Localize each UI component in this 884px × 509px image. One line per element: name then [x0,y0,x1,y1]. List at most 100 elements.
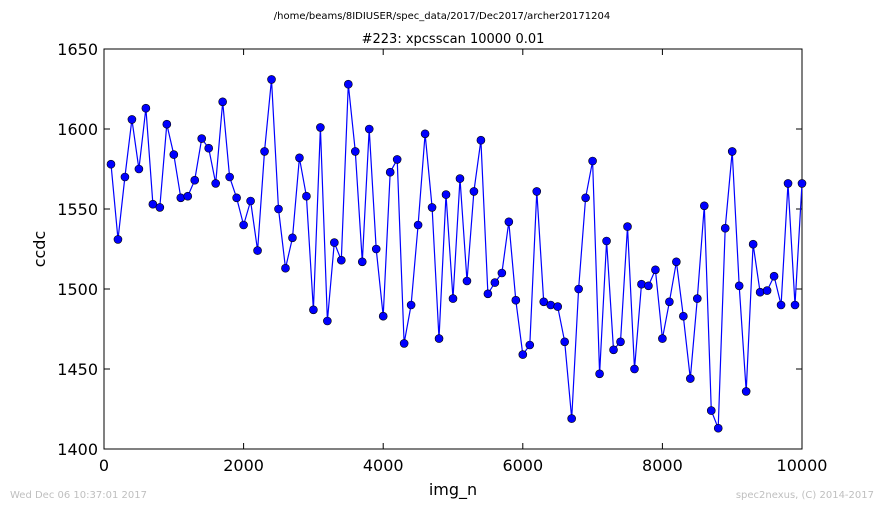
y-tick-label: 1500 [57,280,98,299]
data-point [113,235,123,244]
data-point [644,281,653,291]
chart-title: #223: xpcsscan 10000 0.01 [362,32,545,47]
data-point [197,134,207,143]
data-point [274,204,283,214]
data-point [218,97,227,107]
series-markers [106,75,807,433]
data-point [204,143,213,153]
x-tick-label: 8000 [642,456,683,475]
data-point [288,233,297,243]
data-point [637,279,646,289]
y-tick-label: 1650 [57,40,98,59]
data-point [692,294,702,303]
data-point [420,129,430,139]
x-tick-label: 4000 [363,456,404,475]
data-point [679,311,688,321]
data-point [790,300,800,310]
data-point [455,174,465,183]
data-point [385,167,395,177]
data-point [350,147,360,156]
data-point [658,334,667,343]
data-point [323,316,332,326]
y-tick-label: 1600 [57,120,98,139]
data-point [748,239,758,249]
y-axis-ticks: 1400 1450 1500 1550 1600 1650 [57,40,802,459]
data-point [378,311,388,321]
data-point [253,246,262,255]
data-point [364,124,374,134]
data-point [281,263,290,273]
data-point [546,300,556,310]
y-tick-label: 1550 [57,200,98,219]
data-point [434,334,444,343]
data-point [490,278,500,287]
x-axis-ticks: 0 2000 4000 6000 8000 10000 [99,49,828,475]
data-point [511,295,521,305]
data-point [343,79,353,89]
data-point [762,286,772,295]
plot-frame [103,48,803,450]
data-point [560,337,569,347]
data-point [267,75,276,84]
data-point [706,406,716,415]
data-point [316,123,325,132]
data-point [797,179,807,188]
data-point [581,193,590,203]
data-point [497,268,507,278]
data-point [399,339,409,348]
data-point [392,155,402,164]
data-point [190,175,200,185]
x-tick-label: 2000 [223,456,264,475]
data-point [734,281,744,291]
data-point [504,217,514,227]
data-point [672,257,681,267]
data-point [127,115,137,124]
chart-suptitle: /home/beams/8IDIUSER/spec_data/2017/Dec2… [274,11,610,22]
data-point [239,220,248,230]
data-point [574,284,583,294]
x-tick-label: 0 [99,456,109,475]
data-point [623,222,632,231]
data-point [176,193,186,203]
data-point [525,340,535,350]
data-point [141,103,151,113]
data-point [427,203,437,212]
data-point [553,302,563,311]
data-point [134,164,144,174]
data-point [260,147,269,156]
data-point [406,300,416,310]
data-point [183,191,193,201]
plot-area: 1400 1450 1500 1550 1600 1650 0 2000 4000 6000 80… [57,40,827,475]
data-point [469,187,479,196]
x-tick-label: 6000 [502,456,543,475]
x-tick-label: 10000 [777,456,828,475]
footer-timestamp: Wed Dec 06 10:37:01 2017 [10,490,147,501]
data-point [665,297,674,307]
data-point [162,119,172,129]
data-point [609,345,618,355]
data-point [120,172,130,182]
data-point [106,159,116,169]
data-point [727,147,737,156]
data-point [699,201,709,211]
data-point [155,203,165,212]
data-point [651,265,660,275]
data-point [567,414,576,423]
data-point [413,220,423,230]
data-point [630,364,639,374]
data-point [302,191,311,201]
data-point [720,223,730,233]
y-tick-label: 1400 [57,440,98,459]
data-point [776,300,786,310]
data-point [755,287,765,297]
data-point [148,199,158,209]
data-point [462,276,472,286]
data-point [686,374,695,383]
data-point [483,289,493,299]
data-point [371,244,381,254]
data-point [330,238,339,247]
series-line [110,79,803,429]
data-point [295,153,304,163]
data-point [357,257,367,267]
